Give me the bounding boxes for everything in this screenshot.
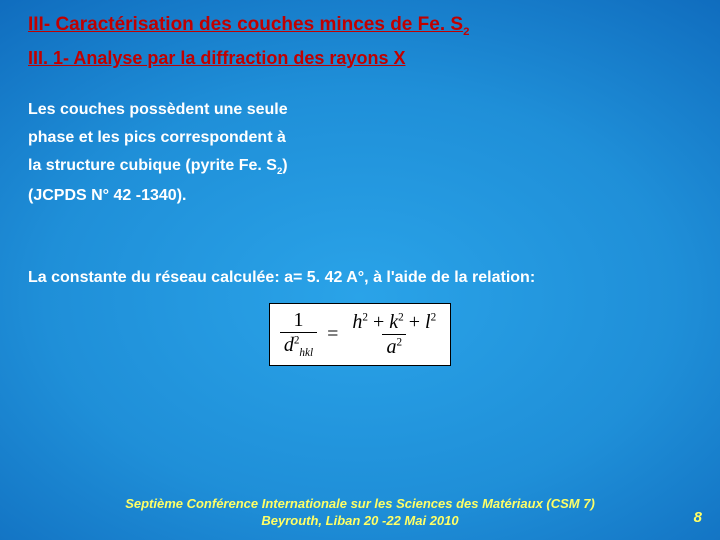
right-den-sup: 2 (396, 336, 402, 348)
left-den-sub: hkl (299, 347, 313, 359)
p1-line3: la structure cubique (pyrite Fe. S2) (28, 157, 692, 177)
formula-box: 1 d2hkl = h2 + k2 + l2 a2 (269, 303, 451, 366)
term-h-sup: 2 (362, 311, 368, 323)
term-l-sup: 2 (431, 311, 437, 323)
equals-sign: = (325, 323, 340, 346)
fraction-right: h2 + k2 + l2 a2 (348, 312, 440, 357)
left-numerator: 1 (289, 310, 307, 332)
term-h: h (352, 311, 362, 333)
left-den-sup: 2 (294, 334, 300, 346)
heading-level-1: III- Caractérisation des couches minces … (28, 14, 692, 38)
p1-line4: (JCPDS N° 42 -1340). (28, 187, 692, 205)
formula-container: 1 d2hkl = h2 + k2 + l2 a2 (28, 303, 692, 366)
right-denominator: a2 (382, 334, 406, 357)
fraction-left: 1 d2hkl (280, 310, 317, 359)
p1-line3-tail: ) (282, 157, 287, 174)
paragraph-2: La constante du réseau calculée: a= 5. 4… (28, 269, 692, 287)
right-den-base: a (386, 336, 396, 358)
footer-line2: Beyrouth, Liban 20 -22 Mai 2010 (0, 512, 720, 530)
term-k: k (389, 311, 398, 333)
heading-subscript: 2 (463, 26, 469, 38)
p1-line1: Les couches possèdent une seule (28, 101, 692, 119)
plus-2: + (409, 311, 420, 333)
left-denominator: d2hkl (280, 332, 317, 359)
page-number: 8 (694, 509, 702, 526)
subtitle-text: III. 1- Analyse par la diffraction des r… (28, 48, 405, 68)
paragraph-1: Les couches possèdent une seule phase et… (28, 101, 692, 205)
left-den-base: d (284, 334, 294, 356)
p2-text: La constante du réseau calculée: a= 5. 4… (28, 269, 535, 286)
footer-line1: Septième Conférence Internationale sur l… (0, 495, 720, 513)
right-numerator: h2 + k2 + l2 (348, 312, 440, 334)
term-k-sup: 2 (398, 311, 404, 323)
p1-line3-text: la structure cubique (pyrite Fe. S (28, 157, 277, 174)
plus-1: + (373, 311, 384, 333)
footer: Septième Conférence Internationale sur l… (0, 495, 720, 530)
heading-level-2: III. 1- Analyse par la diffraction des r… (28, 48, 692, 69)
heading-text: III- Caractérisation des couches minces … (28, 14, 463, 35)
p1-line2: phase et les pics correspondent à (28, 129, 692, 147)
slide: III- Caractérisation des couches minces … (0, 0, 720, 540)
